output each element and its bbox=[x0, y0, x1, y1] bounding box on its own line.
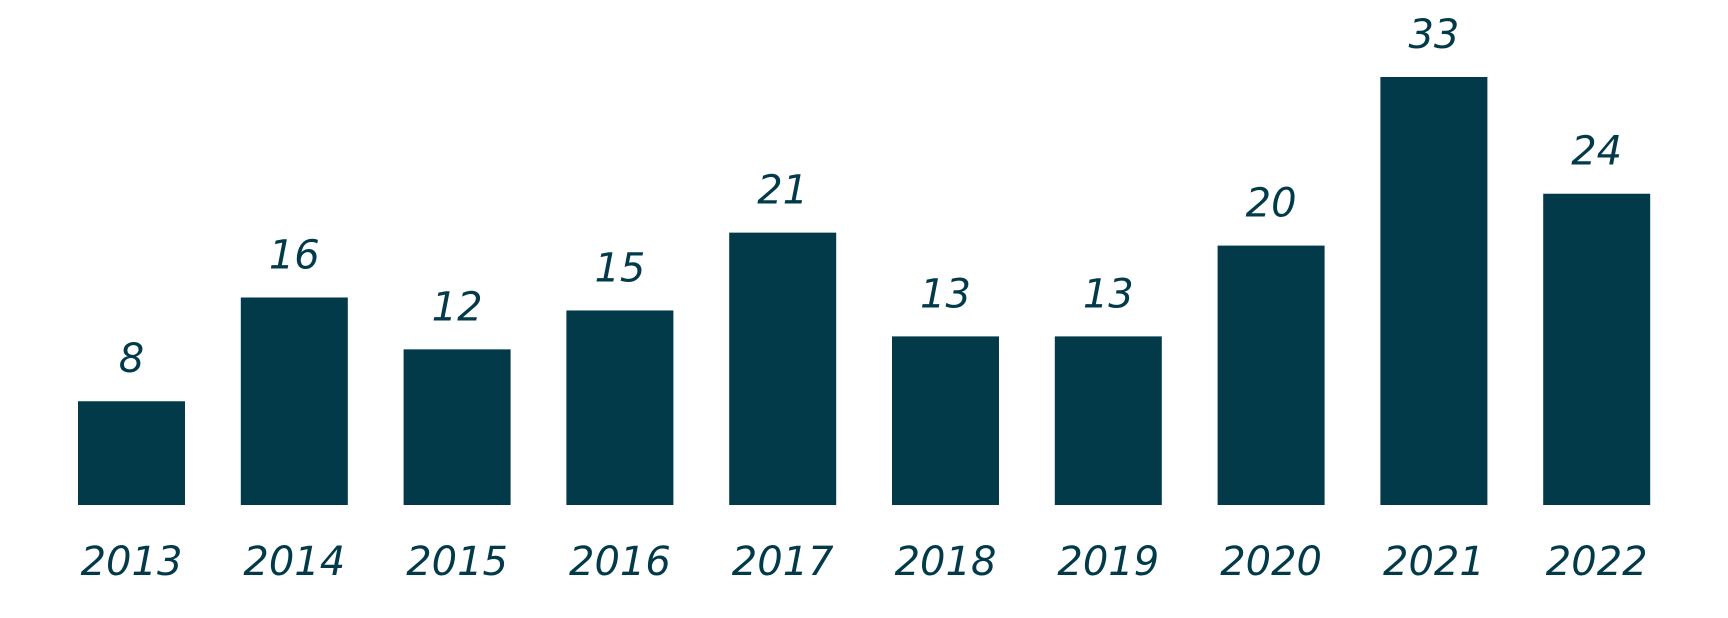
x-tick-label: 2018 bbox=[895, 539, 997, 585]
bar bbox=[1543, 193, 1651, 505]
bar bbox=[892, 336, 999, 505]
value-label: 33 bbox=[1408, 12, 1459, 58]
value-label: 21 bbox=[757, 168, 808, 214]
x-tick-label: 2017 bbox=[732, 539, 834, 585]
bar bbox=[566, 310, 674, 505]
x-tick-label: 2021 bbox=[1383, 539, 1485, 585]
bar bbox=[1054, 336, 1162, 505]
value-label: 16 bbox=[269, 232, 320, 278]
x-tick-label: 2020 bbox=[1220, 539, 1322, 585]
bar bbox=[240, 297, 348, 505]
value-label: 13 bbox=[920, 271, 971, 317]
value-label: 12 bbox=[432, 284, 483, 330]
bar bbox=[78, 401, 185, 505]
bar bbox=[729, 232, 837, 506]
bar bbox=[1217, 245, 1325, 505]
value-label: 15 bbox=[594, 245, 645, 291]
value-label: 24 bbox=[1571, 129, 1622, 175]
x-tick-label: 2022 bbox=[1546, 539, 1648, 585]
x-tick-label: 2019 bbox=[1057, 539, 1159, 585]
value-label: 8 bbox=[119, 336, 144, 382]
x-tick-label: 2016 bbox=[569, 539, 671, 585]
bar bbox=[403, 349, 511, 505]
value-label: 13 bbox=[1083, 271, 1134, 317]
x-tick-label: 2014 bbox=[243, 539, 345, 585]
bar bbox=[1380, 77, 1488, 505]
x-tick-label: 2015 bbox=[406, 539, 508, 585]
x-tick-label: 2013 bbox=[81, 539, 183, 585]
value-label: 20 bbox=[1246, 181, 1297, 227]
